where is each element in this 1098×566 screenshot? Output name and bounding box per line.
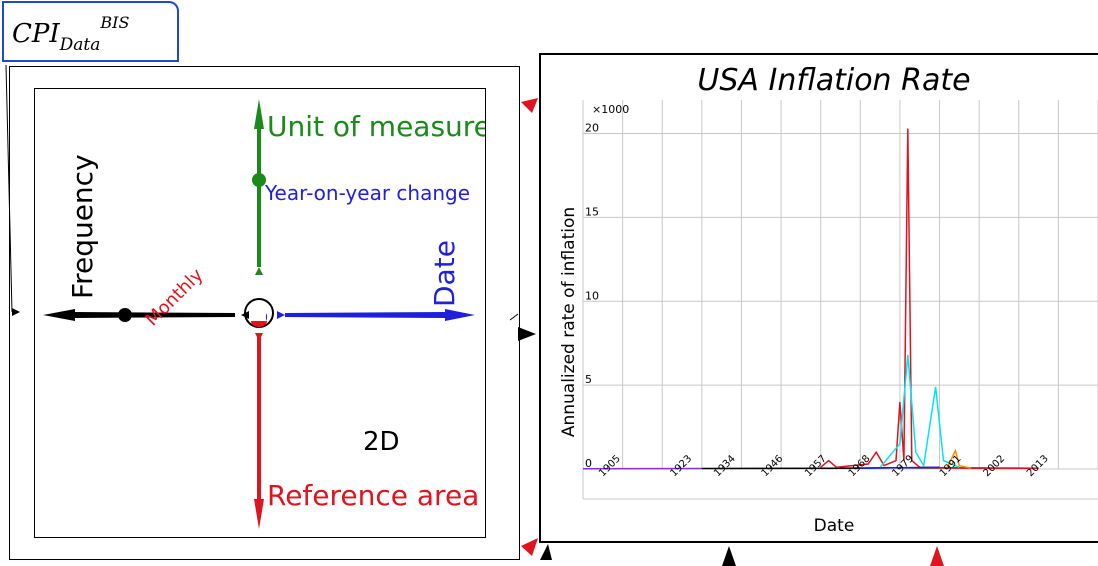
y-tick-labels: 0 5 10 15 20 [585, 122, 599, 470]
chart-panel [539, 53, 1098, 543]
dimension-up-value[interactable]: Year-on-year change [265, 181, 471, 205]
series-line[interactable] [879, 354, 960, 468]
view-mode-label[interactable]: 2D [363, 427, 400, 457]
hub-red-indicator [251, 321, 267, 327]
hub-blue-indicator [265, 313, 267, 321]
chart-grid [582, 100, 1098, 500]
series-line[interactable] [820, 128, 1039, 469]
x-tick-label: 1934 [712, 453, 738, 479]
hub-right-tick [277, 311, 285, 319]
hub-down-tick [255, 333, 263, 341]
hub-up-tick [255, 267, 263, 275]
corner-marker-top[interactable] [521, 98, 538, 113]
dimension-up-label[interactable]: Unit of measure [267, 110, 486, 143]
y-multiplier: ×1000 [592, 103, 629, 116]
x-tick-label: 1923 [668, 453, 694, 479]
x-tick-label: 2002 [981, 453, 1007, 479]
y-axis-label: Annualized rate of inflation [559, 207, 579, 437]
connector-arrow-right[interactable] [518, 327, 536, 341]
dimension-down-label[interactable]: Reference area [267, 479, 480, 512]
dimension-explorer[interactable]: Unit of measure Year-on-year change Freq… [34, 88, 486, 538]
x-tick-label: 1968 [847, 453, 873, 479]
connector-line [5, 64, 13, 313]
y-tick-label: 5 [585, 373, 592, 386]
axis-up-marker[interactable] [252, 173, 266, 187]
x-axis-label: Date [814, 516, 855, 536]
y-tick-label: 10 [585, 289, 599, 302]
panel-tab-title: CPIDataBIS [12, 13, 130, 55]
panel-tab[interactable]: CPIDataBIS [2, 1, 179, 62]
y-tick-label: 20 [585, 122, 599, 135]
axis-left-arrow[interactable] [43, 309, 235, 321]
series-line[interactable] [946, 448, 972, 469]
connector-arrow-left [12, 308, 20, 316]
chart-title: USA Inflation Rate [697, 63, 970, 98]
axis-down-arrow[interactable] [254, 337, 264, 529]
axis-right-arrow[interactable] [285, 309, 475, 321]
y-tick-label: 0 [585, 457, 592, 470]
series-line[interactable] [860, 466, 940, 469]
slider-marker-red[interactable] [930, 546, 944, 566]
explorer-outer-frame [9, 66, 520, 560]
connector-small-line [509, 313, 519, 321]
x-tick-label: 2013 [1025, 453, 1051, 479]
x-tick-labels: 1905 1923 1934 1946 1957 1968 1979 1991 2002 2013 [597, 453, 1051, 479]
corner-marker-black[interactable] [540, 544, 552, 560]
axis-left-marker[interactable] [118, 308, 132, 322]
corner-marker-bottom[interactable] [521, 538, 538, 556]
slider-marker-black[interactable] [722, 546, 736, 566]
y-tick-label: 15 [585, 205, 599, 218]
hub-left-tick [241, 311, 249, 319]
x-tick-label: 1905 [597, 453, 623, 479]
dimension-axes [43, 99, 475, 529]
chart-series [582, 128, 1039, 470]
x-tick-label: 1957 [803, 453, 829, 479]
